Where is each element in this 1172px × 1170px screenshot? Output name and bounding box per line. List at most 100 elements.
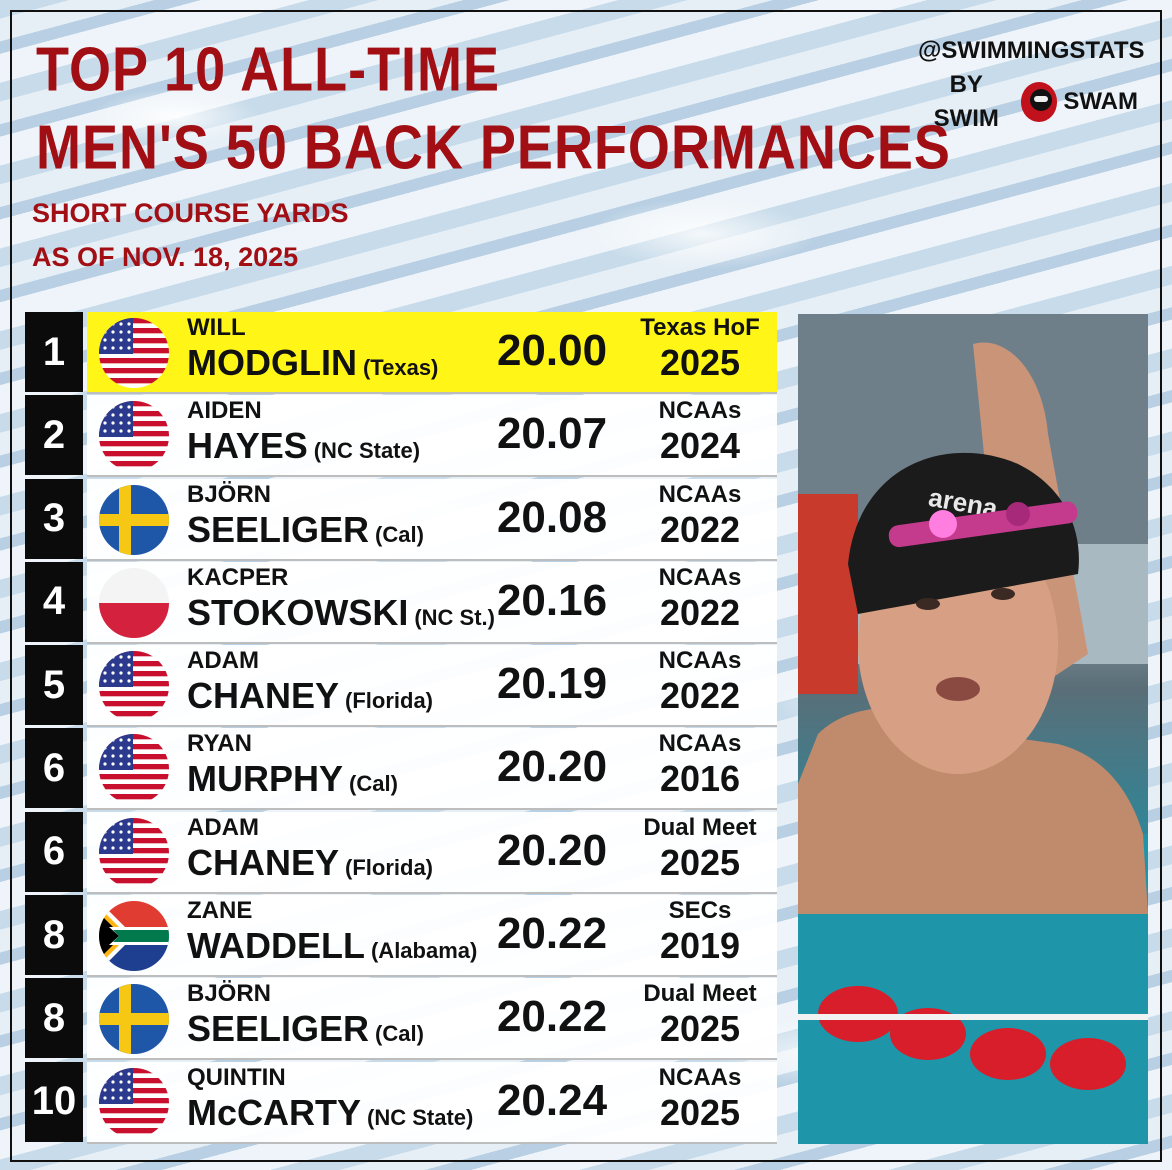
swim-time: 20.24 [496, 1075, 608, 1125]
flag [99, 401, 169, 472]
usa-flag-icon [99, 318, 169, 388]
meet-year: 2022 [659, 675, 741, 717]
swim-time: 20.22 [496, 992, 608, 1042]
ranking-table: 1 WILL MODGLIN (Texas) 20.00 Texas HoF 20… [25, 312, 777, 1145]
south-africa-flag-icon [99, 901, 169, 972]
swimmer-first-name: ZANE [187, 897, 253, 925]
ranking-entry: ADAM CHANEY (Florida) 20.19 NCAAs 2022 [87, 645, 777, 728]
swimmer-last-name: McCARTY [187, 1091, 362, 1133]
swimmer-last-name-line: SEELIGER (Cal) [187, 509, 424, 551]
swim-time: 20.00 [496, 326, 608, 375]
brand-by: BY SWIM [933, 71, 999, 132]
meet-year: 2025 [659, 1008, 741, 1050]
table-row: 1 WILL MODGLIN (Texas) 20.00 Texas HoF 20… [25, 312, 777, 395]
meet-name: Dual Meet [643, 980, 757, 1008]
swimmer-first-name: QUINTIN [187, 1063, 286, 1091]
ranking-entry: ADAM CHANEY (Florida) 20.20 Dual Meet 202… [87, 811, 777, 894]
flag [99, 817, 169, 888]
flag [99, 567, 169, 638]
meet-year: 2016 [659, 758, 741, 800]
rank-number: 10 [25, 1061, 83, 1142]
meet-name: Dual Meet [643, 813, 757, 841]
brand-block: @SWIMMINGSTATS BY SWIM SWAM [918, 34, 1145, 136]
rank-number: 6 [25, 811, 83, 892]
subtitle-course: SHORT COURSE YARDS [32, 198, 349, 228]
swim-time: 20.20 [496, 825, 608, 875]
swimmer-last-name: CHANEY [187, 841, 340, 883]
ranking-entry: KACPER STOKOWSKI (NC St.) 20.16 NCAAs 202… [87, 561, 777, 644]
usa-flag-icon [99, 734, 169, 805]
swimmer-school: (NC State) [313, 438, 421, 464]
meet-year: 2022 [659, 508, 741, 550]
ranking-entry: BJÖRN SEELIGER (Cal) 20.22 Dual Meet 2025 [87, 978, 777, 1061]
ranking-entry: BJÖRN SEELIGER (Cal) 20.08 NCAAs 2022 [87, 478, 777, 561]
swimmer-last-name: HAYES [187, 425, 308, 467]
meet-name: NCAAs [658, 1063, 742, 1091]
swimmer-last-name: SEELIGER [187, 508, 370, 550]
swimmer-photo: arena [798, 314, 1148, 1144]
outer-frame [10, 10, 1162, 1162]
swimmer-last-name-line: HAYES (NC State) [187, 425, 420, 467]
swimmer-school: (Cal) [375, 1021, 424, 1047]
usa-flag-icon [99, 1067, 169, 1138]
meet-name: NCAAs [658, 480, 742, 508]
rank-number: 5 [25, 645, 83, 726]
swimmer-last-name: MODGLIN [187, 342, 357, 383]
table-row: 2 AIDEN HAYES (NC State) 20.07 NCAAs 2024 [25, 395, 777, 478]
ranking-entry: RYAN MURPHY (Cal) 20.20 NCAAs 2016 [87, 728, 777, 811]
flag [99, 651, 169, 722]
swimmer-last-name: STOKOWSKI [187, 591, 409, 633]
meet-year: 2019 [659, 925, 741, 967]
swim-time: 20.16 [496, 575, 608, 625]
usa-flag-icon [99, 401, 169, 472]
meet-name: NCAAs [658, 647, 742, 675]
ranking-entry: AIDEN HAYES (NC State) 20.07 NCAAs 2024 [87, 395, 777, 478]
meet-name: SECs [668, 897, 732, 925]
swimmer-last-name: WADDELL [187, 925, 365, 967]
poland-flag-icon [99, 567, 169, 638]
meet-year: 2025 [659, 342, 741, 383]
rank-number: 4 [25, 561, 83, 642]
swimmer-school: (NC St.) [414, 604, 495, 630]
swimmer-first-name: AIDEN [187, 397, 262, 425]
table-row: 10 QUINTIN McCARTY (NC State) 20.24 NCAAs… [25, 1061, 777, 1145]
sweden-flag-icon [99, 484, 169, 555]
swimmer-last-name-line: McCARTY (NC State) [187, 1092, 473, 1134]
swim-time: 20.20 [496, 742, 608, 792]
meet-name: NCAAs [658, 397, 742, 425]
brand-handle: @SWIMMINGSTATS [918, 37, 1145, 64]
rank-number: 6 [25, 728, 83, 809]
table-row: 6 ADAM CHANEY (Florida) 20.20 Dual Meet 2… [25, 811, 777, 895]
swimmer-last-name: CHANEY [187, 675, 340, 717]
flag [99, 318, 169, 388]
usa-flag-icon [99, 817, 169, 888]
swimmer-school: (NC State) [367, 1104, 474, 1130]
meet-name: Texas HoF [640, 314, 760, 341]
swimmer-school: (Texas) [362, 355, 439, 380]
swimmer-last-name-line: MODGLIN (Texas) [187, 342, 438, 384]
title-line-1: TOP 10 ALL-TIME [36, 35, 501, 105]
rank-number: 1 [25, 312, 83, 392]
meet-name: NCAAs [658, 730, 742, 758]
table-row: 4 KACPER STOKOWSKI (NC St.) 20.16 NCAAs 2… [25, 561, 777, 645]
swimmer-first-name: KACPER [187, 563, 289, 591]
table-row: 6 RYAN MURPHY (Cal) 20.20 NCAAs 2016 [25, 728, 777, 811]
meet-year: 2024 [659, 425, 741, 467]
swimmer-school: (Cal) [375, 521, 424, 547]
swim-time: 20.08 [496, 492, 608, 542]
swimmer-school: (Cal) [349, 771, 398, 797]
subtitle-date: AS OF NOV. 18, 2025 [32, 242, 299, 272]
swimmer-school: (Florida) [345, 688, 434, 714]
swimmer-last-name: SEELIGER [187, 1008, 370, 1050]
swim-time: 20.22 [496, 909, 608, 959]
title-line-2: MEN'S 50 BACK PERFORMANCES [36, 113, 951, 183]
flag [99, 984, 169, 1055]
rank-number: 8 [25, 978, 83, 1059]
swimmer-last-name-line: MURPHY (Cal) [187, 758, 398, 800]
swim-time: 20.19 [496, 659, 608, 709]
meet-name: NCAAs [658, 563, 742, 591]
swimmer-illustration: arena [798, 314, 1148, 1144]
brand-swam: SWAM [1063, 88, 1138, 115]
swimmer-last-name-line: STOKOWSKI (NC St.) [187, 592, 495, 634]
swimmer-first-name: BJÖRN [187, 980, 272, 1008]
